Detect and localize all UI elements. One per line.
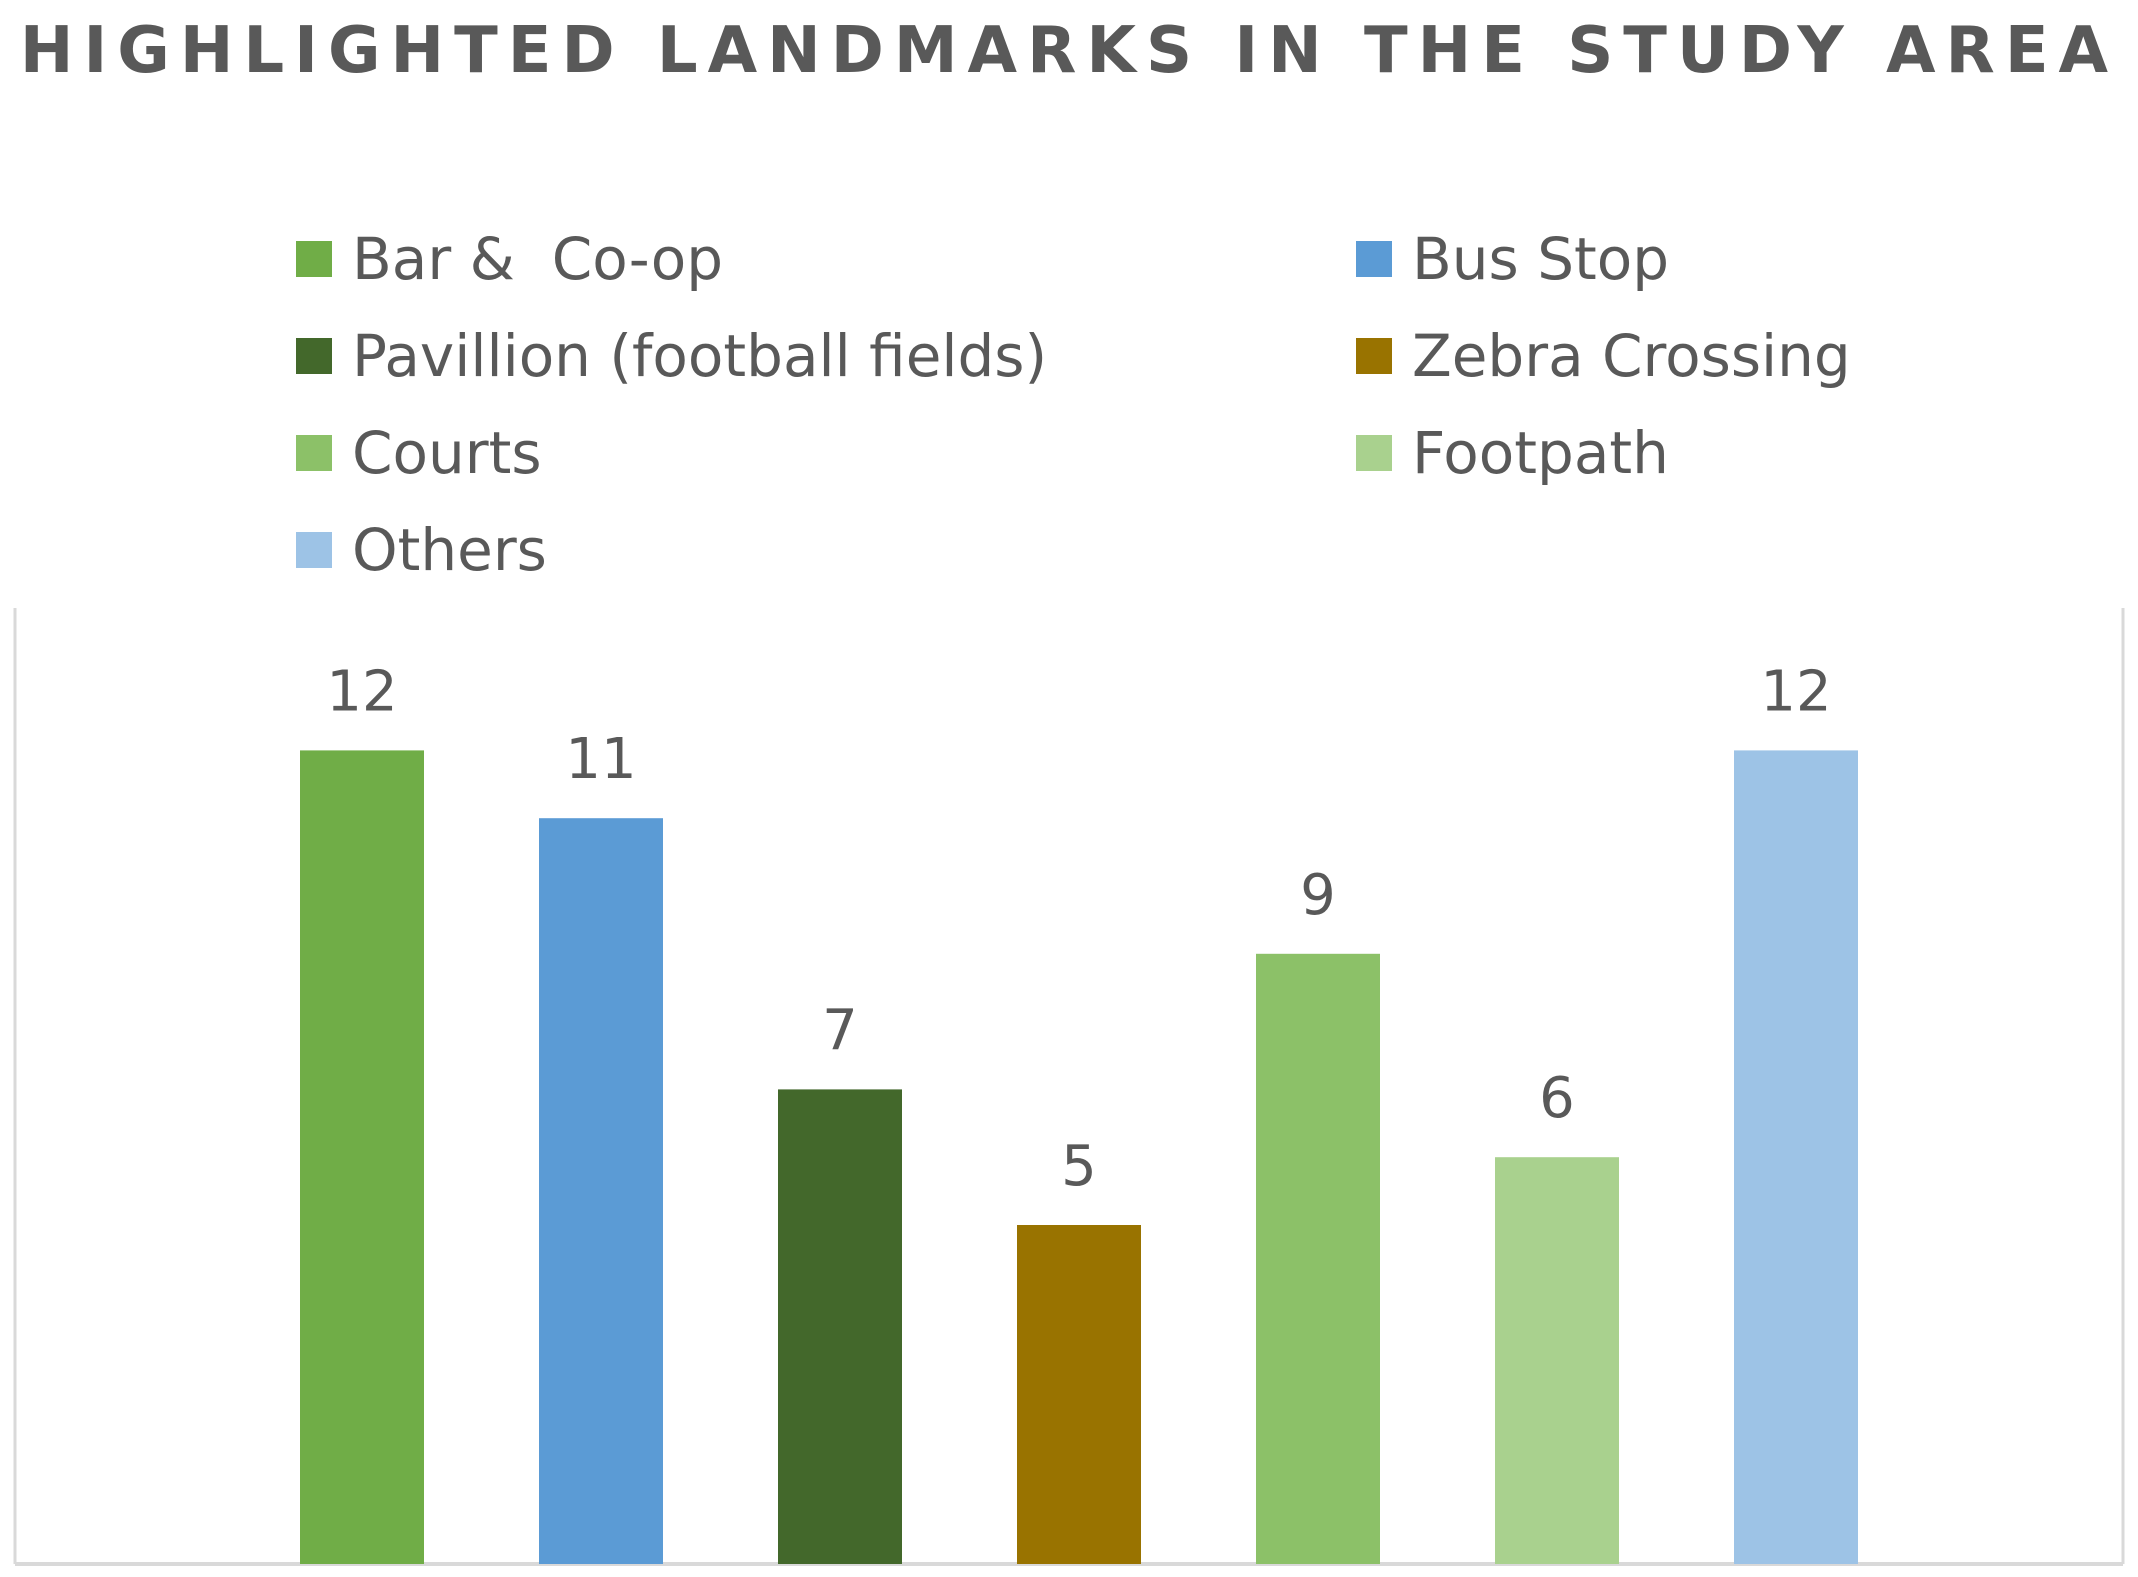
bar-value-label: 12 [326, 659, 397, 724]
bar-value-label: 7 [822, 998, 858, 1063]
legend-label: Others [352, 515, 547, 584]
legend-label: Bus Stop [1412, 224, 1670, 293]
legend-swatch [296, 434, 332, 471]
bars-group: 12 11 7 5 9 6 12 [300, 659, 1858, 1564]
chart-legend: Bar & Co-op Bus Stop Pavillion (football f… [296, 210, 1896, 598]
chart-title: HIGHLIGHTED LANDMARKS IN THE STUDY AREA [19, 14, 2119, 88]
legend-item: Zebra Crossing [1356, 307, 1896, 404]
bar-value-label: 6 [1539, 1066, 1575, 1131]
legend-swatch [1356, 337, 1392, 374]
legend-label: Bar & Co-op [352, 224, 724, 293]
legend-label: Pavillion (football fields) [352, 321, 1048, 390]
bar-chart-plot: 12 11 7 5 9 6 12 [0, 600, 2138, 1577]
bar [539, 818, 663, 1564]
legend-label: Footpath [1412, 418, 1669, 487]
legend-label: Zebra Crossing [1412, 321, 1851, 390]
bar [1495, 1157, 1619, 1564]
legend-swatch [1356, 434, 1392, 471]
bar-value-label: 5 [1061, 1134, 1097, 1199]
bar [1256, 953, 1380, 1564]
legend-item: Bar & Co-op [296, 210, 1356, 307]
bar [1734, 750, 1858, 1564]
bar-value-label: 12 [1760, 659, 1831, 724]
legend-item: Footpath [1356, 404, 1896, 501]
legend-item: Bus Stop [1356, 210, 1896, 307]
bar [778, 1089, 902, 1564]
legend-item: Pavillion (football fields) [296, 307, 1356, 404]
bar [300, 750, 424, 1564]
legend-swatch [296, 337, 332, 374]
legend-swatch [296, 531, 332, 568]
legend-swatch [296, 240, 332, 277]
bar-value-label: 9 [1300, 863, 1336, 928]
bar-value-label: 11 [565, 727, 636, 792]
legend-item: Others [296, 501, 1356, 598]
bar [1017, 1225, 1141, 1564]
legend-swatch [1356, 240, 1392, 277]
legend-item: Courts [296, 404, 1356, 501]
legend-label: Courts [352, 418, 542, 487]
